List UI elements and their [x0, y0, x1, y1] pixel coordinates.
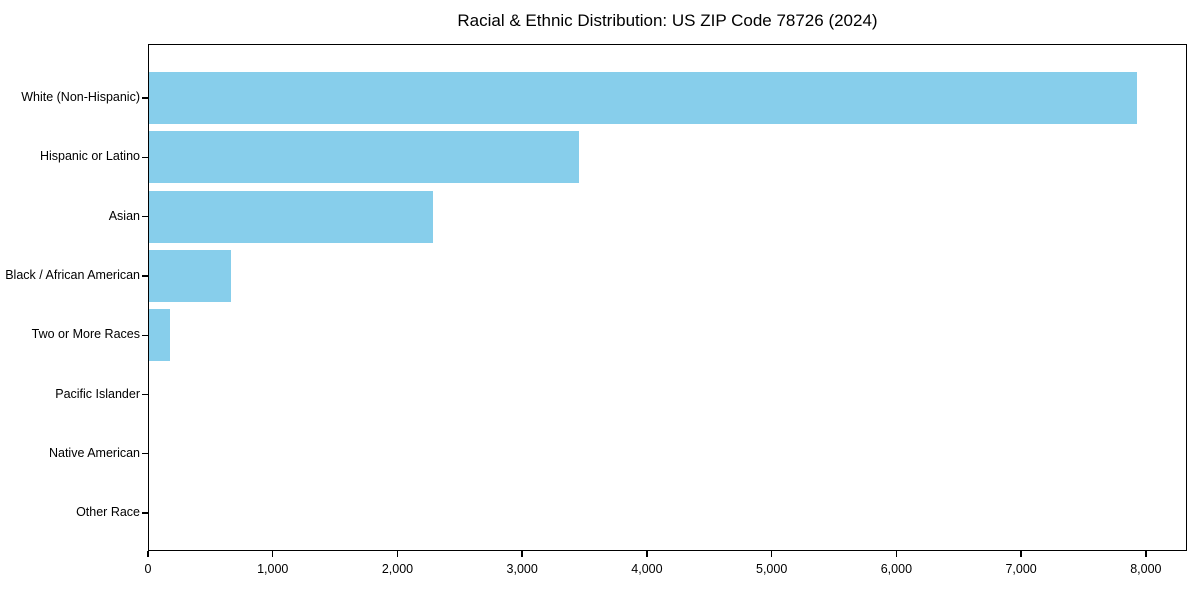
- x-tick-label-8000: 8,000: [1130, 562, 1162, 576]
- y-tick-label-hispanic-or-latino: Hispanic or Latino: [39, 149, 140, 164]
- x-tick-mark: [770, 551, 773, 557]
- y-tick-mark: [142, 275, 148, 277]
- x-tick-mark: [521, 551, 523, 557]
- chart-title: Racial & Ethnic Distribution: US ZIP Cod…: [457, 11, 878, 30]
- x-tick-mark: [1145, 551, 1147, 557]
- x-tick-label-4000: 4,000: [631, 562, 663, 576]
- bar-two-or-more-races: [149, 309, 170, 362]
- y-tick-mark: [142, 393, 148, 396]
- plot-area: [148, 44, 1187, 551]
- x-tick-mark: [396, 551, 399, 557]
- x-tick-mark: [272, 551, 274, 557]
- y-tick-mark: [142, 453, 148, 455]
- x-tick-mark: [147, 551, 149, 557]
- y-tick-label-asian: Asian: [108, 208, 140, 223]
- y-tick-mark: [142, 334, 148, 336]
- x-tick-label-3000: 3,000: [506, 562, 538, 576]
- x-tick-label-2000: 2,000: [381, 562, 414, 576]
- bar-black-african-american: [149, 249, 231, 302]
- y-tick-mark: [142, 97, 148, 99]
- x-tick-mark: [1020, 551, 1022, 557]
- y-tick-label-white-non-hispanic: White (Non-Hispanic): [21, 90, 140, 104]
- y-tick-mark: [142, 512, 148, 514]
- x-tick-label-1000: 1,000: [257, 562, 289, 576]
- x-tick-label-7000: 7,000: [1005, 562, 1037, 576]
- bar-asian: [149, 190, 433, 243]
- x-tick-mark: [895, 551, 898, 557]
- y-tick-label-two-or-more-races: Two or More Races: [31, 327, 140, 342]
- y-tick-label-native-american: Native American: [48, 445, 140, 460]
- y-tick-mark: [142, 215, 148, 218]
- y-tick-label-other-race: Other Race: [76, 505, 140, 520]
- bar-hispanic-or-latino: [149, 131, 579, 184]
- x-tick-label-0: 0: [144, 562, 152, 576]
- bar-white-non-hispanic: [149, 72, 1138, 124]
- y-tick-mark: [142, 156, 148, 158]
- x-tick-label-5000: 5,000: [756, 562, 788, 576]
- x-tick-mark: [646, 551, 648, 557]
- y-tick-label-pacific-islander: Pacific Islander: [55, 386, 140, 401]
- y-tick-label-black-african-american: Black / African American: [5, 267, 140, 282]
- x-tick-label-6000: 6,000: [880, 562, 913, 576]
